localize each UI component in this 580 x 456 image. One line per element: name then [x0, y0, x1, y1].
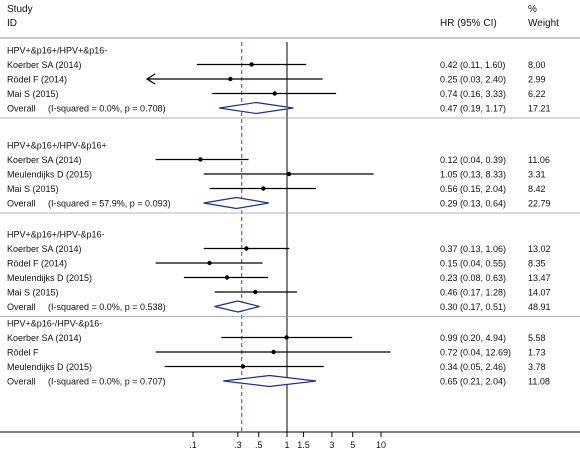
overall-label: Overall: [7, 104, 36, 114]
x-tick-label: .5: [255, 440, 263, 450]
overall-diamond: [214, 300, 260, 313]
group-title: HPV+&p16+/HPV-&p16-: [7, 230, 105, 240]
study-point: [261, 186, 266, 191]
study-id: Koerber SA (2014): [7, 244, 82, 254]
study-ci-text: 0.42 (0.11, 1.60): [440, 60, 505, 70]
group-title: HPV+&p16-/HPV-&p16-: [7, 319, 102, 329]
overall-heterogeneity: (I-squared = 0.0%, p = 0.538): [48, 302, 166, 312]
study-id: Koerber SA (2014): [7, 333, 82, 343]
overall-label: Overall: [7, 199, 36, 209]
header-pct-label: %: [528, 4, 537, 15]
study-point: [240, 364, 246, 369]
overall-weight: 17.21: [528, 104, 551, 114]
study-weight: 5.58: [528, 333, 546, 343]
x-tick-label: 1.5: [297, 440, 310, 450]
study-id: Rödel F: [7, 348, 39, 358]
study-weight: 8.35: [528, 259, 546, 269]
study-ci-text: 0.23 (0.08, 0.63): [440, 273, 506, 283]
study-point: [284, 335, 289, 340]
study-id: Rödel F (2014): [7, 75, 67, 85]
overall-weight: 22.79: [528, 199, 551, 209]
group-title: HPV+&p16+/HPV-&p16+: [7, 141, 107, 151]
study-id: Meulendijks D (2015): [7, 273, 92, 283]
study-ci-text: 0.56 (0.15, 2.04): [440, 184, 506, 194]
overall-diamond: [223, 374, 317, 388]
study-point: [207, 260, 212, 266]
study-id: Mai S (2015): [7, 288, 59, 298]
study-point: [224, 275, 230, 280]
study-ci-text: 0.72 (0.04, 12.69): [440, 348, 511, 358]
study-ci-text: 0.34 (0.05, 2.46): [440, 362, 506, 372]
overall-heterogeneity: (I-squared = 0.0%, p = 0.707): [48, 377, 166, 387]
study-weight: 3.78: [528, 362, 546, 372]
header-study-label: Study: [7, 4, 33, 15]
overall-ci-text: 0.65 (0.21, 2.04): [440, 377, 506, 387]
study-ci-text: 0.15 (0.04, 0.55): [440, 259, 506, 269]
study-weight: 14.07: [528, 288, 551, 298]
overall-ci-text: 0.47 (0.19, 1.17): [440, 104, 506, 114]
study-id: Rödel F (2014): [7, 259, 67, 269]
study-weight: 8.00: [528, 60, 546, 70]
study-point: [271, 349, 276, 355]
x-tick-label: 5: [350, 440, 355, 450]
plot-marks: HPV+&p16+/HPV+&p16- Koerber SA (2014) 0.42…: [0, 42, 580, 450]
header-weight-label: Weight: [528, 18, 559, 29]
overall-heterogeneity: (I-squared = 57.9%, p = 0.093): [48, 199, 171, 209]
overall-weight: 11.08: [528, 377, 550, 387]
x-tick-label: .1: [189, 440, 197, 450]
overall-ci-text: 0.29 (0.13, 0.64): [440, 199, 506, 209]
overall-diamond: [203, 196, 269, 210]
study-point: [244, 246, 249, 251]
study-ci-text: 0.25 (0.03, 2.40): [440, 75, 506, 85]
study-ci-text: 0.99 (0.20, 4.94): [440, 333, 506, 343]
overall-label: Overall: [7, 377, 36, 387]
x-tick-label: 10: [376, 440, 386, 450]
study-ci-text: 0.12 (0.04, 0.39): [440, 155, 506, 165]
study-weight: 13.47: [528, 273, 551, 283]
study-point: [272, 91, 277, 96]
x-tick-label: 1: [284, 440, 289, 450]
study-ci-text: 0.74 (0.16, 3.33): [440, 89, 506, 99]
study-id: Mai S (2015): [7, 89, 59, 99]
study-weight: 2.99: [528, 75, 546, 85]
study-ci-text: 1.05 (0.13, 8.33): [440, 170, 506, 180]
study-point: [249, 62, 254, 67]
study-point: [228, 76, 233, 82]
study-weight: 8.42: [528, 184, 546, 194]
x-tick-label: 3: [329, 440, 334, 450]
study-point: [286, 171, 292, 177]
study-id: Meulendijks D (2015): [7, 362, 92, 372]
study-ci-text: 0.37 (0.13, 1.06): [440, 244, 506, 254]
study-point: [198, 157, 203, 162]
study-point: [253, 289, 258, 295]
study-id: Mai S (2015): [7, 184, 59, 194]
study-id: Koerber SA (2014): [7, 155, 82, 165]
study-id: Koerber SA (2014): [7, 60, 82, 70]
study-id: Meulendijks D (2015): [7, 170, 92, 180]
study-weight: 1.73: [528, 348, 546, 358]
ci-truncation-arrow: [145, 73, 156, 85]
header-hr-label: HR (95% CI): [440, 18, 497, 29]
study-ci-text: 0.46 (0.17, 1.28): [440, 288, 506, 298]
header-id-label: ID: [7, 18, 17, 29]
study-weight: 3.31: [528, 170, 546, 180]
overall-diamond: [219, 101, 294, 115]
study-weight: 6.22: [528, 89, 546, 99]
overall-label: Overall: [7, 302, 36, 312]
overall-ci-text: 0.30 (0.17, 0.51): [440, 302, 506, 312]
overall-weight: 48.91: [528, 302, 551, 312]
study-weight: 11.06: [528, 155, 550, 165]
group-title: HPV+&p16+/HPV+&p16-: [7, 46, 107, 56]
x-tick-label: .3: [234, 440, 242, 450]
overall-heterogeneity: (I-squared = 0.0%, p = 0.708): [48, 104, 166, 114]
study-weight: 13.02: [528, 244, 551, 254]
